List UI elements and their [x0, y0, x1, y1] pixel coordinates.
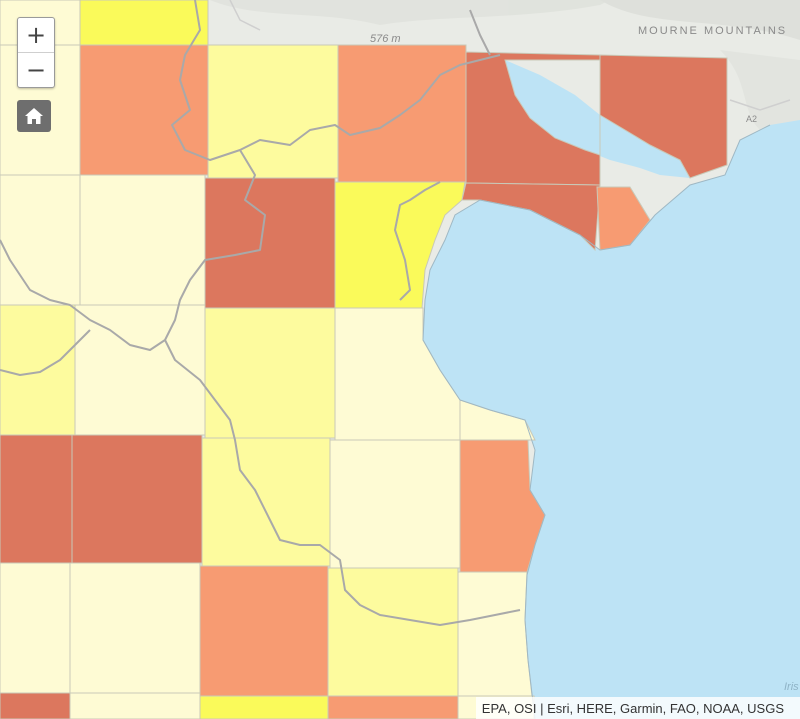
region-cell[interactable]	[69, 692, 201, 719]
lough-water	[505, 60, 690, 178]
home-button[interactable]	[17, 100, 51, 132]
coastline	[422, 124, 771, 719]
minus-icon: −	[25, 56, 47, 84]
mountains-label: MOURNE MOUNTAINS	[638, 25, 787, 37]
elevation-label: 576 m	[370, 33, 401, 45]
map-attribution: EPA, OSI | Esri, HERE, Garmin, FAO, NOAA…	[475, 697, 800, 719]
region-cell[interactable]	[0, 692, 71, 719]
sea-label: Iris	[784, 681, 799, 693]
region-cell[interactable]	[69, 562, 201, 694]
region-cell[interactable]	[204, 307, 336, 439]
region-cell[interactable]	[74, 304, 206, 436]
region-cell[interactable]	[329, 439, 461, 569]
region-cell[interactable]	[204, 177, 336, 309]
region-cell[interactable]	[0, 562, 71, 694]
home-icon	[25, 108, 43, 124]
region-cell[interactable]	[327, 695, 459, 719]
basemap-roads	[229, 0, 791, 111]
region-cell[interactable]	[0, 174, 81, 306]
boundary-lines	[0, 0, 521, 626]
attribution-text: EPA, OSI | Esri, HERE, Garmin, FAO, NOAA…	[481, 700, 784, 716]
region-cell[interactable]	[0, 434, 73, 564]
region-cell[interactable]	[599, 54, 728, 179]
sea-water	[423, 120, 800, 719]
region-cell[interactable]	[199, 565, 329, 697]
region-cell[interactable]	[207, 44, 339, 179]
terrain-shading	[210, 0, 800, 130]
region-cell[interactable]	[79, 0, 209, 46]
road-label: A2	[746, 114, 757, 124]
region-cell[interactable]	[199, 695, 329, 719]
region-cell[interactable]	[327, 567, 459, 697]
region-cell[interactable]	[201, 437, 331, 567]
plus-icon: +	[25, 21, 47, 49]
region-cell[interactable]	[71, 434, 203, 564]
zoom-in-button[interactable]: +	[18, 18, 54, 52]
region-cell[interactable]	[0, 304, 76, 436]
zoom-out-button[interactable]: −	[18, 52, 54, 87]
zoom-control: + −	[17, 17, 55, 88]
region-cell[interactable]	[457, 571, 533, 697]
choropleth-layer[interactable]	[0, 0, 728, 719]
